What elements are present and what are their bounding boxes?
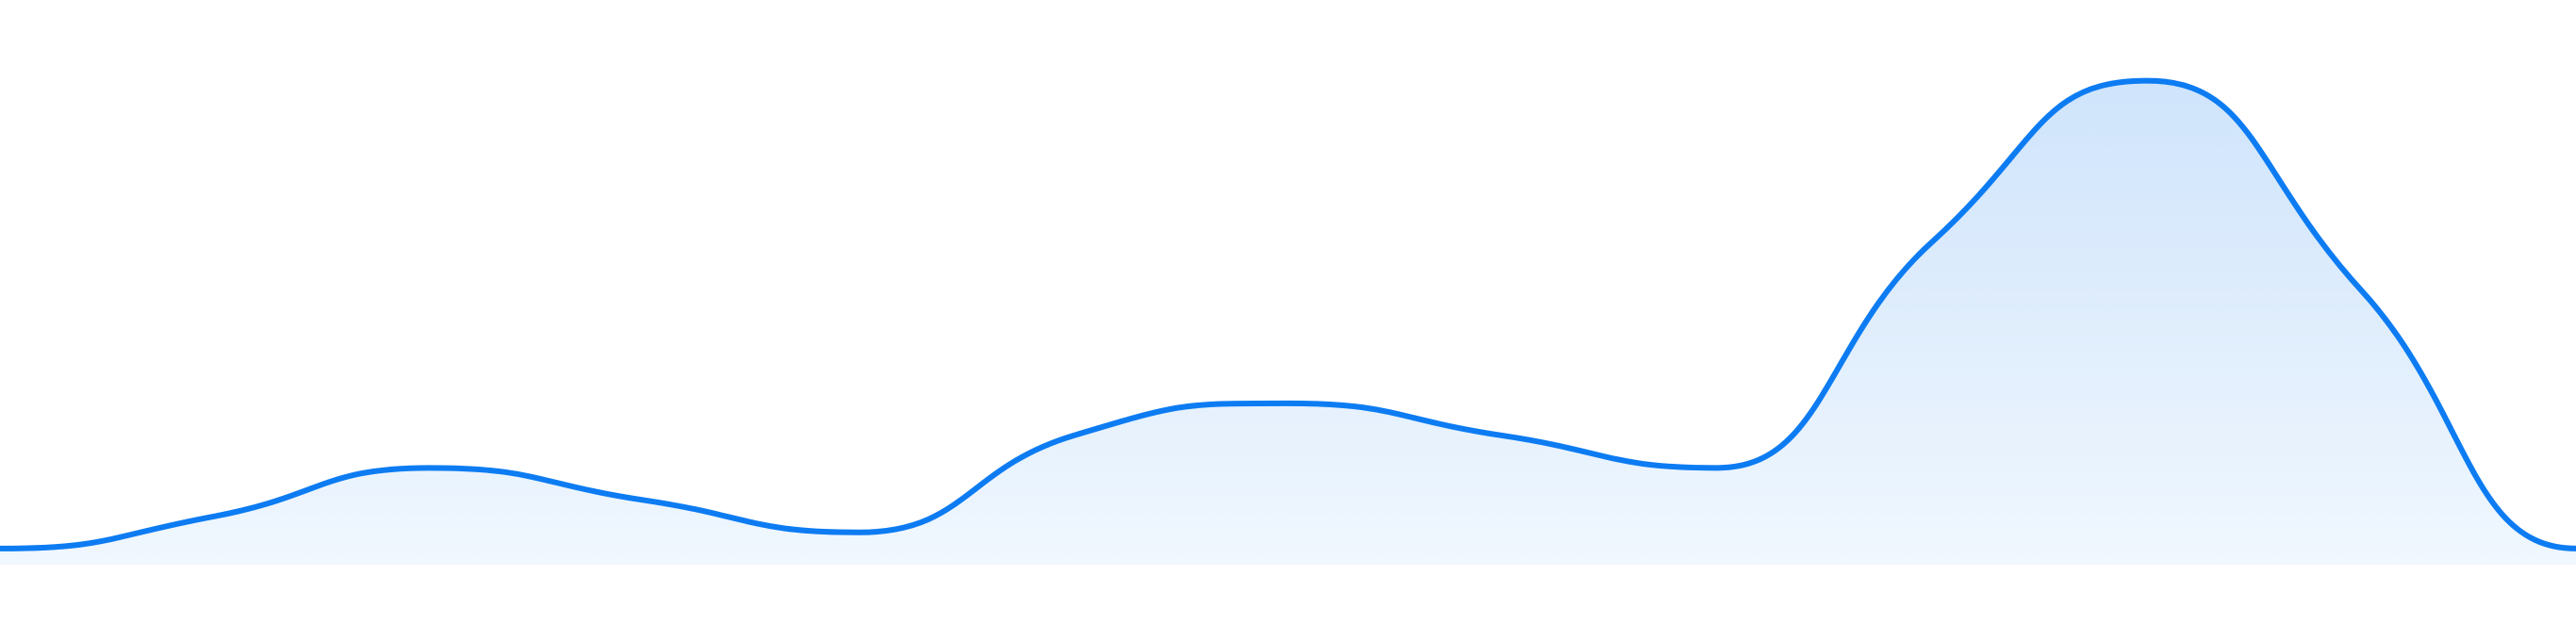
series-line xyxy=(0,77,2576,551)
series-area-fill xyxy=(0,80,2576,566)
